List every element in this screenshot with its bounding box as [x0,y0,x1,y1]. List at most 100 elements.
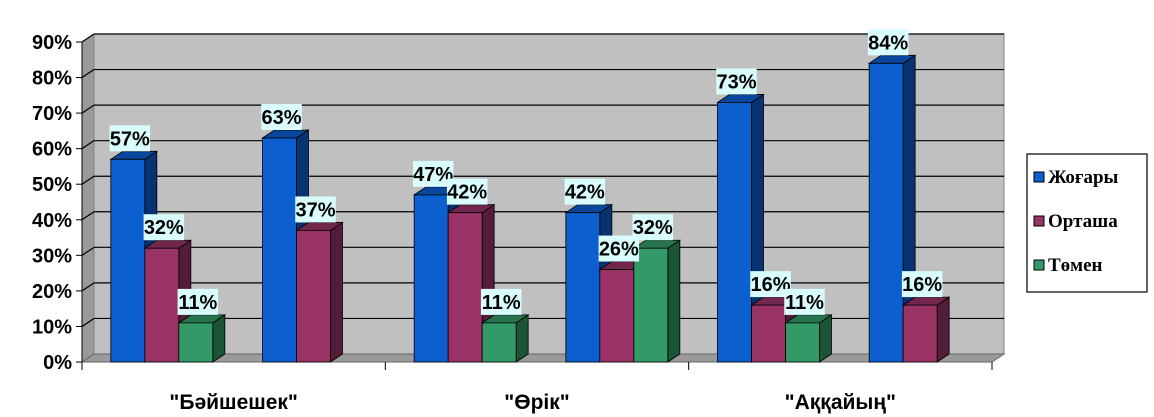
bar-front [178,322,214,363]
y-tick-label: 80% [32,68,72,90]
gridline-side [81,175,95,185]
legend-swatch [1033,171,1045,183]
y-tick-label: 60% [32,139,72,161]
y-tick-label: 0% [43,352,72,374]
data-label: 47% [412,160,454,187]
plot-side-wall [81,33,95,363]
legend: Жоғары Орташа Төмен [1026,153,1148,293]
data-label-bg [598,235,640,262]
data-label: 32% [143,214,185,241]
bar-side [936,296,950,363]
data-label: 73% [716,68,757,95]
legend-label: Төмен [1048,255,1103,276]
y-tick-label: 90% [32,32,72,54]
data-label-text: 16% [902,274,942,296]
bar-front [633,247,669,363]
data-label: 84% [867,29,909,56]
data-label: 16% [901,271,943,298]
y-tick-label: 50% [32,174,72,196]
bar-side [667,239,681,363]
data-label: 11% [784,288,825,315]
data-label: 42% [564,178,606,205]
bar-side [330,221,343,363]
data-label-bg [867,29,909,56]
bar-front [262,137,297,363]
data-label-bg [295,196,336,223]
gridline-side [81,211,95,221]
bar-front [565,212,601,363]
x-category-label: "Өрік" [504,391,569,414]
data-label-text: 84% [868,32,908,54]
gridline-side [81,317,95,327]
x-axis-category-labels: "Бәйшешек" "Өрік" "Аққайың" [169,391,896,414]
legend-label: Орташа [1048,211,1118,232]
data-label-bg [632,214,674,241]
bars [109,54,951,363]
y-tick-label: 30% [32,245,72,267]
gridline-side [81,246,95,256]
bar-front [144,247,180,363]
data-label: 11% [480,288,522,315]
gridline-side [81,282,95,292]
data-label-text: 16% [750,274,790,296]
data-label-bg [143,214,185,241]
gridline-side [81,140,95,150]
bar-front [110,158,146,363]
data-label-text: 32% [144,217,184,239]
bar-front [481,322,517,363]
data-label-text: 63% [261,107,301,129]
bar [295,221,344,363]
data-label-bg [784,288,825,315]
bar-front [447,212,483,363]
data-label: 42% [446,178,488,205]
data-label-text: 42% [447,182,487,204]
legend-box [1026,153,1148,293]
bar [784,314,833,363]
gridline-side [81,33,95,43]
bar-front [751,304,786,363]
bar [177,314,227,363]
data-label-bg [716,68,757,95]
data-label-bg [412,160,454,187]
x-category-label: "Аққайың" [785,391,896,414]
y-tick-label: 20% [32,281,72,303]
data-label-text: 47% [413,164,453,186]
data-label: 11% [177,288,219,315]
data-label-bg [177,288,219,315]
data-label-bg [480,288,522,315]
gridline-side [81,104,95,114]
bar [632,239,682,363]
y-tick-label: 40% [32,210,72,232]
y-tick-label: 70% [32,103,72,125]
bar-front [296,230,331,363]
data-label-bg [109,125,151,152]
data-label: 26% [598,235,640,262]
data-label-bg [261,104,302,130]
bar-front [785,322,820,363]
bar [867,54,917,363]
data-label-text: 11% [785,292,824,314]
data-label-text: 57% [110,128,150,150]
data-label: 57% [109,125,151,152]
bar-front [599,269,635,363]
legend-label: Жоғары [1048,167,1119,188]
bar [901,296,951,363]
chart-walls [76,33,1006,370]
bar-front [868,62,904,363]
gridline-side [81,69,95,79]
legend-swatch [1033,259,1045,271]
data-label-text: 42% [565,182,605,204]
bar [480,314,530,363]
data-label-text: 37% [295,199,335,221]
data-label: 63% [261,104,302,130]
data-label-bg [901,271,943,298]
bar-front [902,304,938,363]
bar-front [717,102,752,363]
data-label: 16% [750,271,791,298]
y-axis-tick-labels: 0% 10% 20% 30% 40% 50% 60% 70% 80% 90% [32,32,72,374]
data-label-text: 32% [633,217,673,239]
data-label-bg [446,178,488,205]
data-label: 32% [632,214,674,241]
data-label-bg [750,271,791,298]
